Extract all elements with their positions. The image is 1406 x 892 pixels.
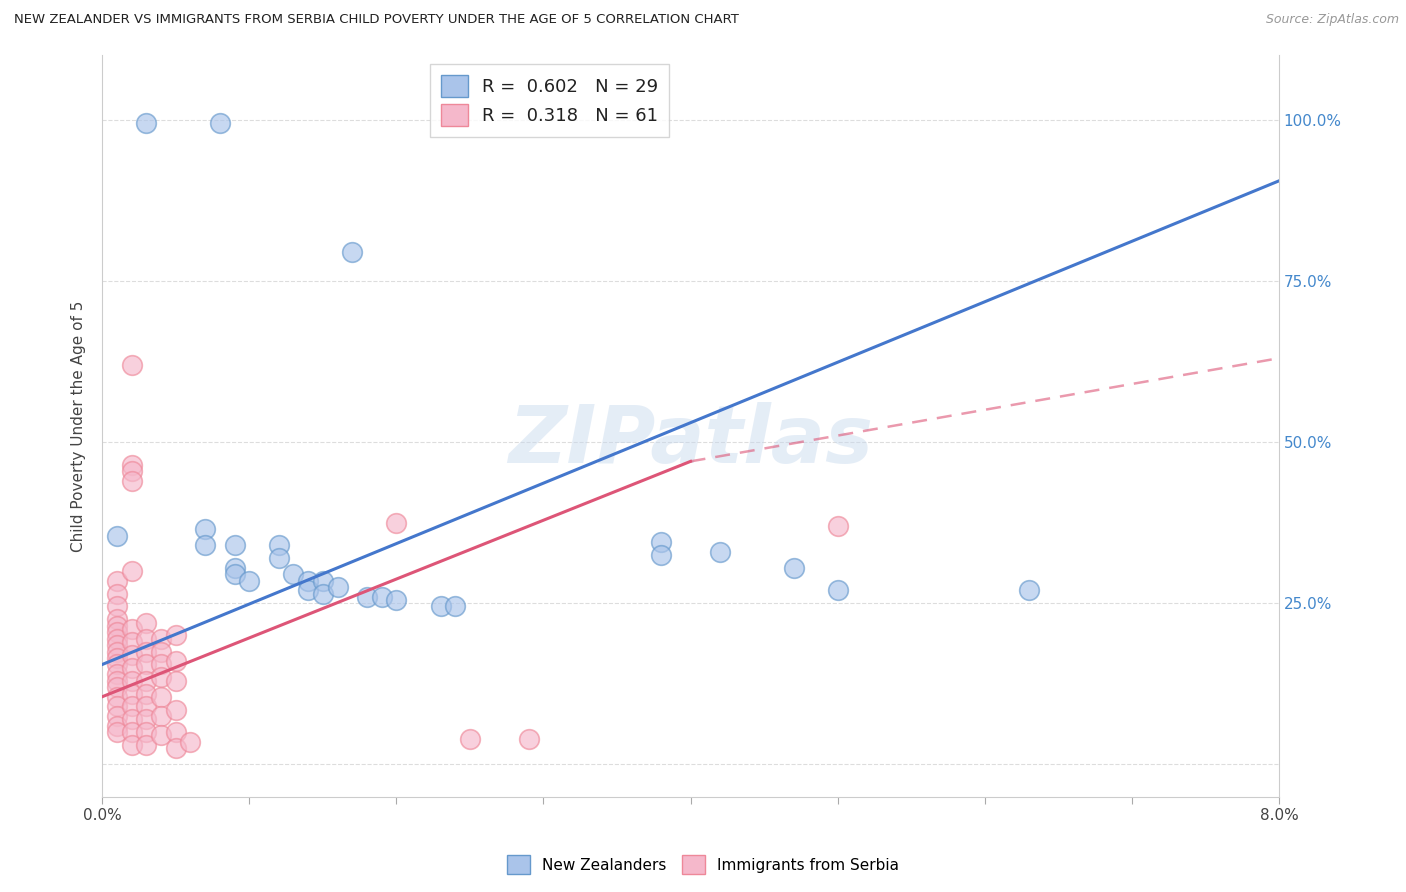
Point bbox=[179, 735, 201, 749]
Point bbox=[297, 583, 319, 598]
Text: ZIPatlas: ZIPatlas bbox=[508, 401, 873, 480]
Point bbox=[135, 699, 157, 714]
Point bbox=[121, 738, 143, 752]
Point bbox=[342, 244, 364, 259]
Point bbox=[105, 719, 128, 733]
Point bbox=[105, 574, 128, 588]
Point bbox=[385, 593, 408, 607]
Point bbox=[150, 670, 173, 684]
Point bbox=[356, 590, 378, 604]
Point bbox=[121, 458, 143, 472]
Point bbox=[105, 612, 128, 626]
Point bbox=[150, 709, 173, 723]
Point bbox=[135, 686, 157, 700]
Point bbox=[135, 644, 157, 658]
Point bbox=[121, 564, 143, 578]
Point bbox=[105, 673, 128, 688]
Point bbox=[782, 561, 804, 575]
Point bbox=[105, 632, 128, 646]
Point bbox=[194, 522, 217, 536]
Point bbox=[150, 632, 173, 646]
Text: Source: ZipAtlas.com: Source: ZipAtlas.com bbox=[1265, 13, 1399, 27]
Point bbox=[105, 599, 128, 614]
Point bbox=[238, 574, 260, 588]
Point bbox=[121, 622, 143, 636]
Point bbox=[458, 731, 481, 746]
Point bbox=[297, 574, 319, 588]
Point bbox=[165, 703, 187, 717]
Point bbox=[121, 635, 143, 649]
Point bbox=[105, 651, 128, 665]
Point bbox=[208, 116, 231, 130]
Point bbox=[121, 464, 143, 478]
Point bbox=[429, 599, 451, 614]
Point bbox=[105, 644, 128, 658]
Point bbox=[150, 644, 173, 658]
Point bbox=[224, 561, 246, 575]
Point bbox=[105, 638, 128, 652]
Point bbox=[444, 599, 467, 614]
Point bbox=[121, 661, 143, 675]
Point bbox=[135, 725, 157, 739]
Point bbox=[121, 725, 143, 739]
Y-axis label: Child Poverty Under the Age of 5: Child Poverty Under the Age of 5 bbox=[72, 301, 86, 551]
Text: NEW ZEALANDER VS IMMIGRANTS FROM SERBIA CHILD POVERTY UNDER THE AGE OF 5 CORRELA: NEW ZEALANDER VS IMMIGRANTS FROM SERBIA … bbox=[14, 13, 740, 27]
Point bbox=[517, 731, 540, 746]
Point bbox=[827, 519, 849, 533]
Point bbox=[326, 580, 349, 594]
Point bbox=[267, 551, 290, 566]
Point bbox=[121, 673, 143, 688]
Point bbox=[105, 709, 128, 723]
Point bbox=[827, 583, 849, 598]
Point bbox=[121, 699, 143, 714]
Point bbox=[385, 516, 408, 530]
Point bbox=[135, 673, 157, 688]
Point bbox=[312, 574, 335, 588]
Point bbox=[194, 538, 217, 552]
Point bbox=[105, 619, 128, 633]
Point bbox=[312, 586, 335, 600]
Point bbox=[135, 632, 157, 646]
Point bbox=[224, 538, 246, 552]
Point bbox=[121, 358, 143, 372]
Point bbox=[165, 628, 187, 642]
Point bbox=[121, 712, 143, 726]
Point bbox=[121, 474, 143, 488]
Point bbox=[105, 725, 128, 739]
Point bbox=[650, 548, 672, 562]
Point bbox=[121, 648, 143, 662]
Point bbox=[135, 712, 157, 726]
Point bbox=[709, 544, 731, 558]
Point bbox=[105, 586, 128, 600]
Point bbox=[150, 657, 173, 672]
Point bbox=[224, 567, 246, 582]
Point bbox=[135, 738, 157, 752]
Point bbox=[150, 690, 173, 704]
Point bbox=[105, 528, 128, 542]
Point bbox=[135, 615, 157, 630]
Point bbox=[650, 535, 672, 549]
Point bbox=[105, 680, 128, 694]
Point bbox=[283, 567, 305, 582]
Point bbox=[150, 728, 173, 742]
Point bbox=[121, 686, 143, 700]
Point bbox=[165, 654, 187, 668]
Point bbox=[135, 657, 157, 672]
Point bbox=[105, 690, 128, 704]
Point bbox=[165, 725, 187, 739]
Point bbox=[105, 625, 128, 640]
Point bbox=[135, 116, 157, 130]
Legend: New Zealanders, Immigrants from Serbia: New Zealanders, Immigrants from Serbia bbox=[501, 849, 905, 880]
Point bbox=[267, 538, 290, 552]
Point bbox=[105, 667, 128, 681]
Point bbox=[370, 590, 392, 604]
Point bbox=[105, 657, 128, 672]
Point bbox=[1018, 583, 1040, 598]
Point bbox=[165, 673, 187, 688]
Legend: R =  0.602   N = 29, R =  0.318   N = 61: R = 0.602 N = 29, R = 0.318 N = 61 bbox=[430, 64, 669, 137]
Point bbox=[165, 741, 187, 756]
Point bbox=[105, 699, 128, 714]
